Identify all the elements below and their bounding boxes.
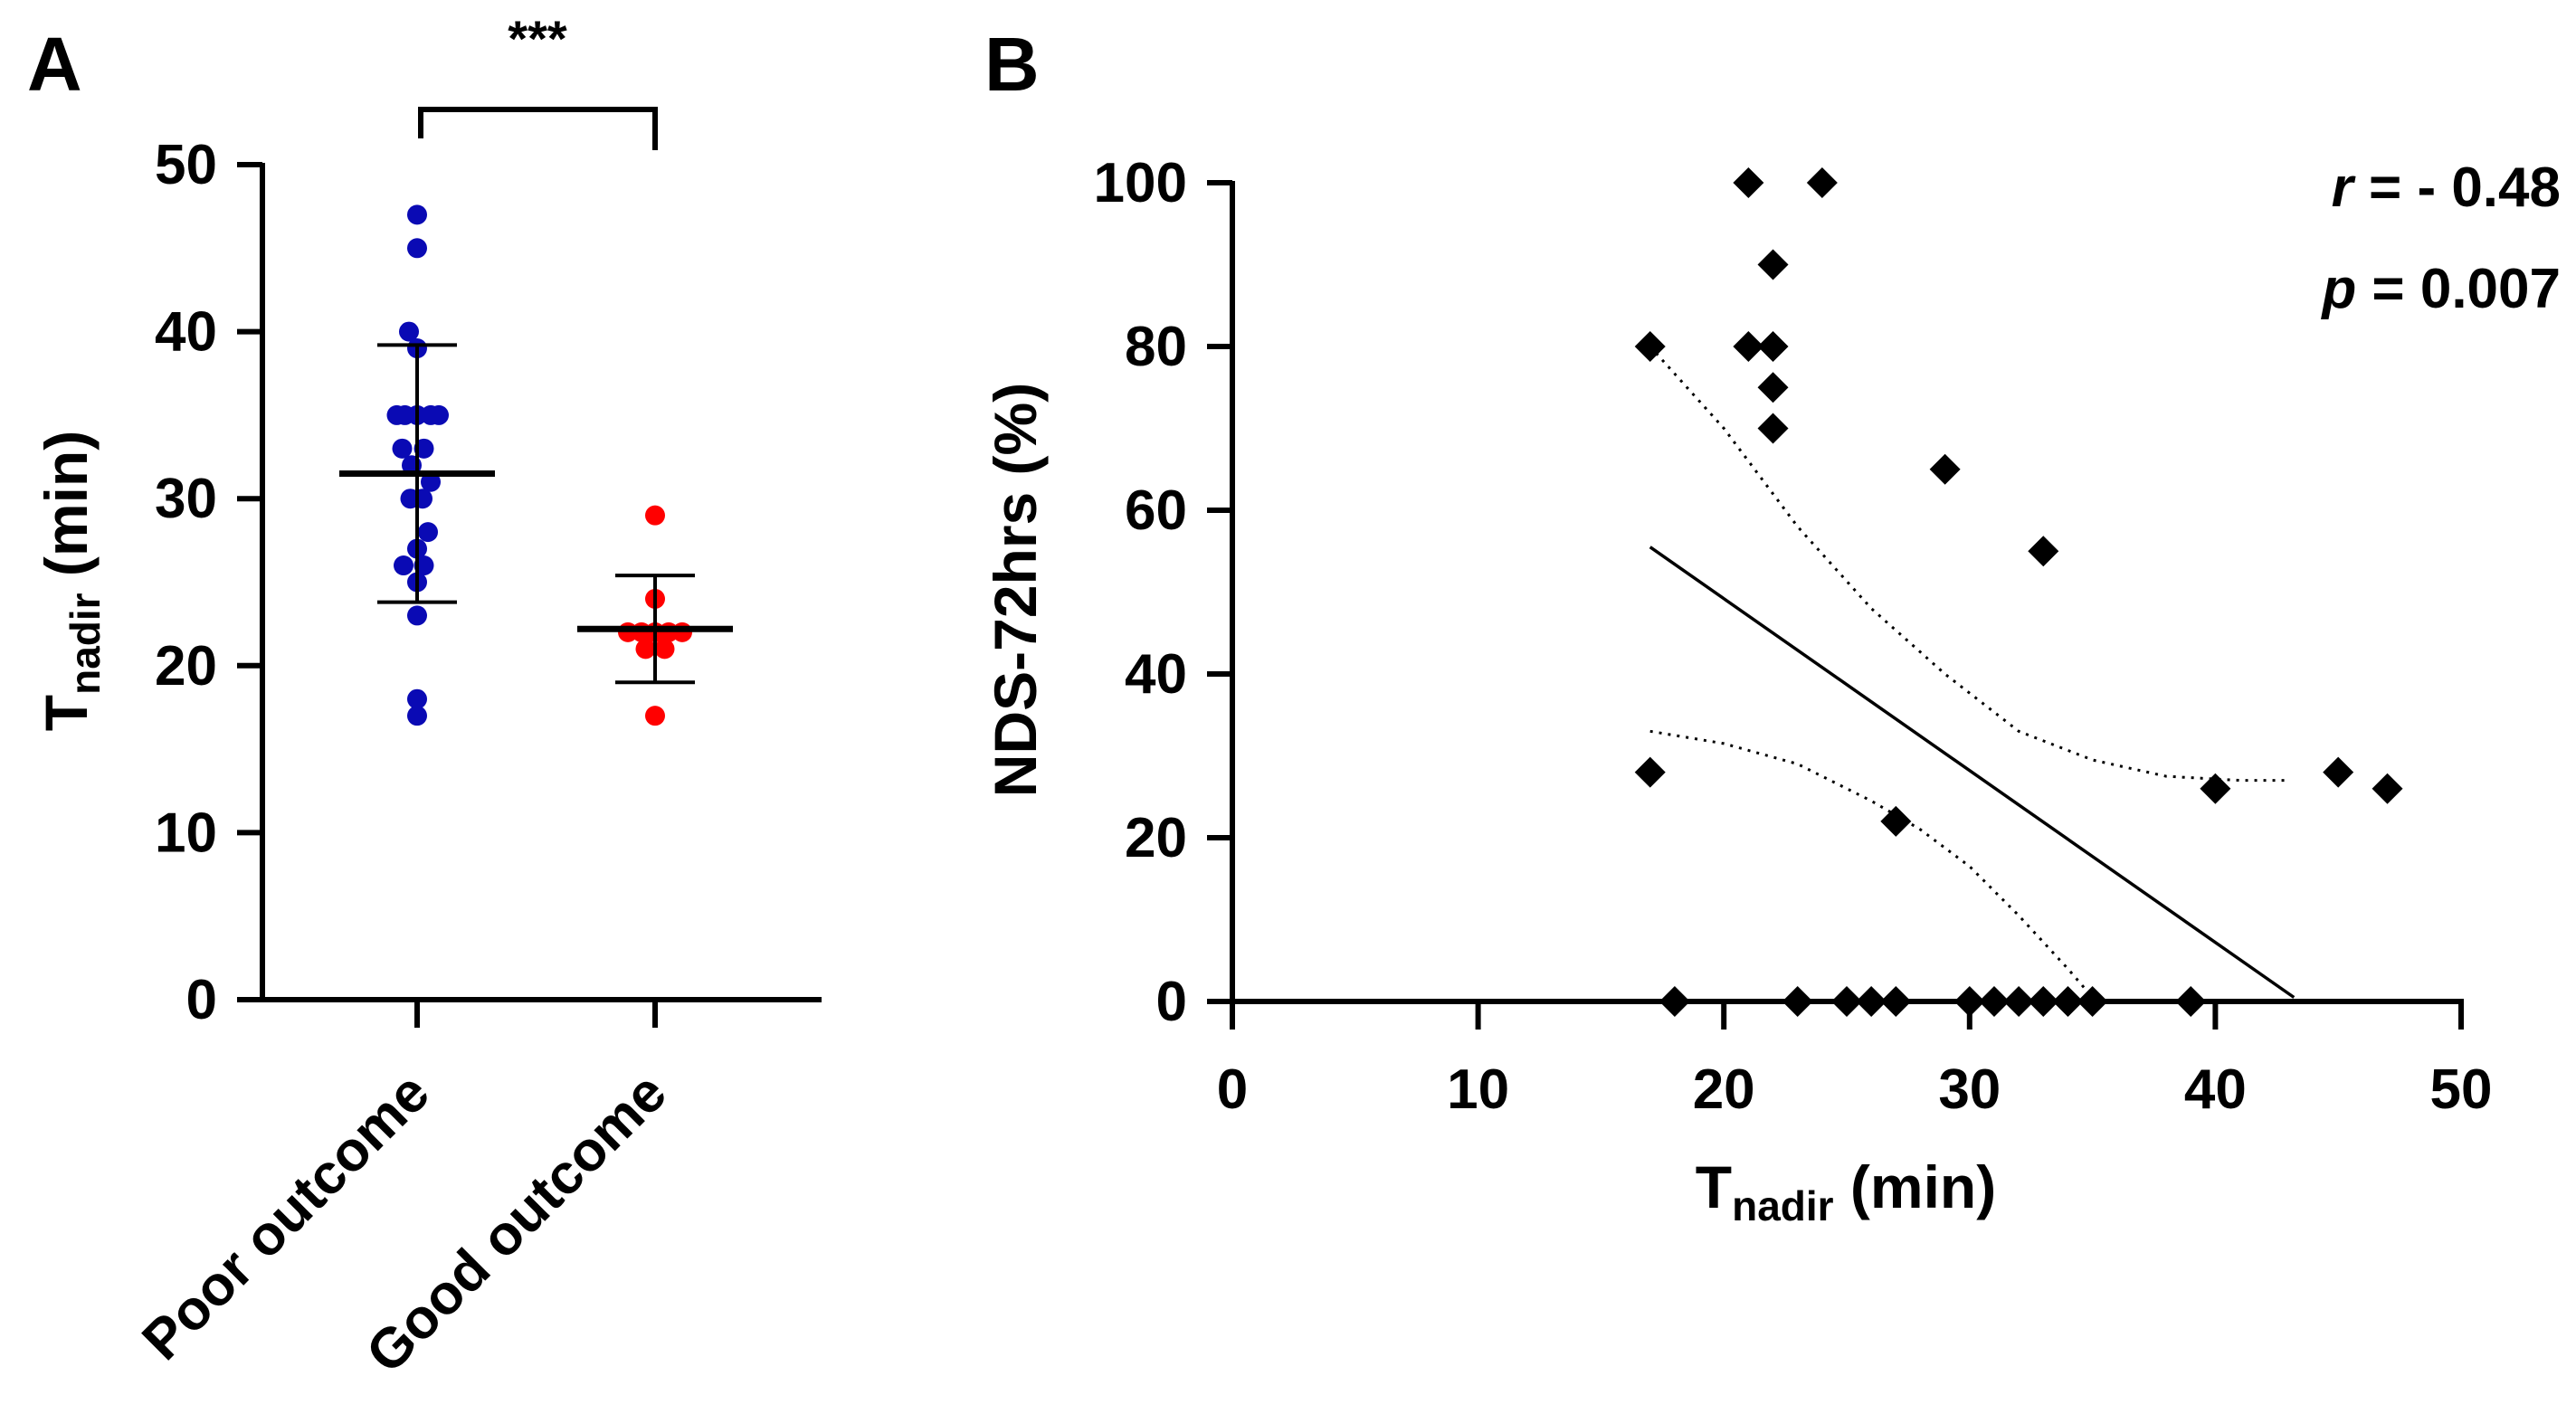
panel-b-letter: B bbox=[984, 22, 1040, 107]
panel-a-point bbox=[407, 688, 427, 709]
panel-b-x-tick-label: 10 bbox=[1447, 1058, 1509, 1121]
panel-b-x-tick-label: 50 bbox=[2430, 1058, 2493, 1121]
panel-b-point bbox=[2372, 773, 2403, 804]
panel-b-plot-area bbox=[1634, 167, 2403, 1017]
confidence-band-upper bbox=[1649, 345, 2289, 783]
panel-b-y-tick-label: 100 bbox=[1094, 152, 1187, 214]
panel-a-point bbox=[407, 238, 427, 259]
correlation-r-label: r = - 0.48 bbox=[2332, 157, 2561, 219]
panel-a-point bbox=[654, 639, 675, 660]
panel-a-point bbox=[407, 605, 427, 626]
panel-b-x-tick-label: 30 bbox=[1938, 1058, 2001, 1121]
panel-a-point bbox=[399, 321, 419, 342]
panel-a-y-tick-label: 20 bbox=[155, 635, 217, 698]
panel-a-point bbox=[635, 639, 656, 660]
panel-b-y-tick-label: 0 bbox=[1156, 971, 1187, 1033]
panel-b-point bbox=[1757, 372, 1789, 403]
panel-a-point bbox=[418, 522, 438, 543]
panel-a-point bbox=[392, 438, 413, 459]
panel-a-y-tick-label: 30 bbox=[155, 468, 217, 530]
confidence-band-lower bbox=[1649, 729, 2094, 999]
panel-b-y-tick-label: 20 bbox=[1125, 807, 1187, 869]
panel-a-point bbox=[394, 555, 413, 576]
panel-b-x-tick-label: 40 bbox=[2184, 1058, 2247, 1121]
panel-b-point bbox=[1757, 331, 1789, 362]
panel-b-point bbox=[2200, 773, 2231, 804]
panel-a-point bbox=[645, 505, 665, 526]
panel-b-x-tick-label: 0 bbox=[1217, 1058, 1248, 1121]
panel-b-y-tick-label: 80 bbox=[1125, 316, 1187, 378]
panel-b-y-title: NDS-72hrs (%) bbox=[982, 383, 1049, 797]
panel-b-point bbox=[1880, 805, 1912, 837]
panel-a-point bbox=[429, 404, 449, 425]
panel-a-y-ticks: 0 10 20 30 40 50 bbox=[155, 134, 262, 1031]
panel-a-y-tick-label: 0 bbox=[186, 969, 217, 1031]
panel-a-point bbox=[407, 706, 427, 726]
panel-b-point bbox=[2028, 536, 2059, 567]
panel-b-x-tick-label: 20 bbox=[1693, 1058, 1755, 1121]
panel-b-point bbox=[1634, 756, 1666, 788]
panel-b-y-ticks: 0 20 40 60 80 100 bbox=[1094, 152, 1232, 1033]
panel-b-point bbox=[2323, 756, 2354, 788]
panel-b-point bbox=[1733, 167, 1764, 198]
panel-a-y-tick-label: 50 bbox=[155, 134, 217, 196]
panel-b-point bbox=[1806, 167, 1838, 198]
panel-a-y-tick-label: 10 bbox=[155, 802, 217, 864]
panel-a-point bbox=[645, 706, 665, 726]
panel-a-point bbox=[672, 622, 692, 642]
panel-b-point bbox=[1757, 249, 1789, 280]
panel-b-point bbox=[1634, 331, 1666, 362]
panel-a-y-tick-label: 40 bbox=[155, 301, 217, 364]
significance-bracket bbox=[418, 107, 658, 150]
panel-b-x-title: Tnadir (min) bbox=[1696, 1153, 1996, 1229]
panel-a-plot-area bbox=[339, 204, 733, 726]
panel-b-point bbox=[1757, 413, 1789, 444]
regression-line bbox=[1649, 546, 2296, 999]
panel-b-y-tick-label: 60 bbox=[1125, 479, 1187, 542]
panel-a-letter: A bbox=[27, 22, 82, 107]
panel-b-x-ticks: 0 10 20 30 40 50 bbox=[1217, 1001, 2493, 1121]
panel-a-point bbox=[421, 471, 441, 492]
panel-a-y-title: Tnadir (min) bbox=[33, 431, 109, 731]
correlation-p-label: p = 0.007 bbox=[2320, 258, 2561, 320]
panel-b-point bbox=[1929, 453, 1961, 485]
panel-b-point bbox=[1733, 331, 1764, 362]
panel-b-y-tick-label: 40 bbox=[1125, 643, 1187, 706]
panel-a-point bbox=[407, 204, 427, 225]
significance-label: *** bbox=[508, 10, 567, 67]
